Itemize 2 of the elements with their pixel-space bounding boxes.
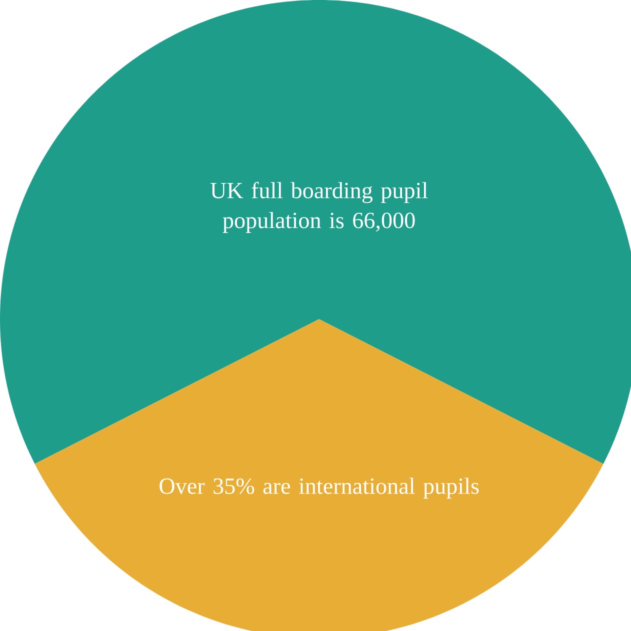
slice-label: UK full boarding pupil population is 66,000 bbox=[210, 182, 428, 233]
slice-label: Over 35% are international pupils bbox=[160, 478, 479, 499]
